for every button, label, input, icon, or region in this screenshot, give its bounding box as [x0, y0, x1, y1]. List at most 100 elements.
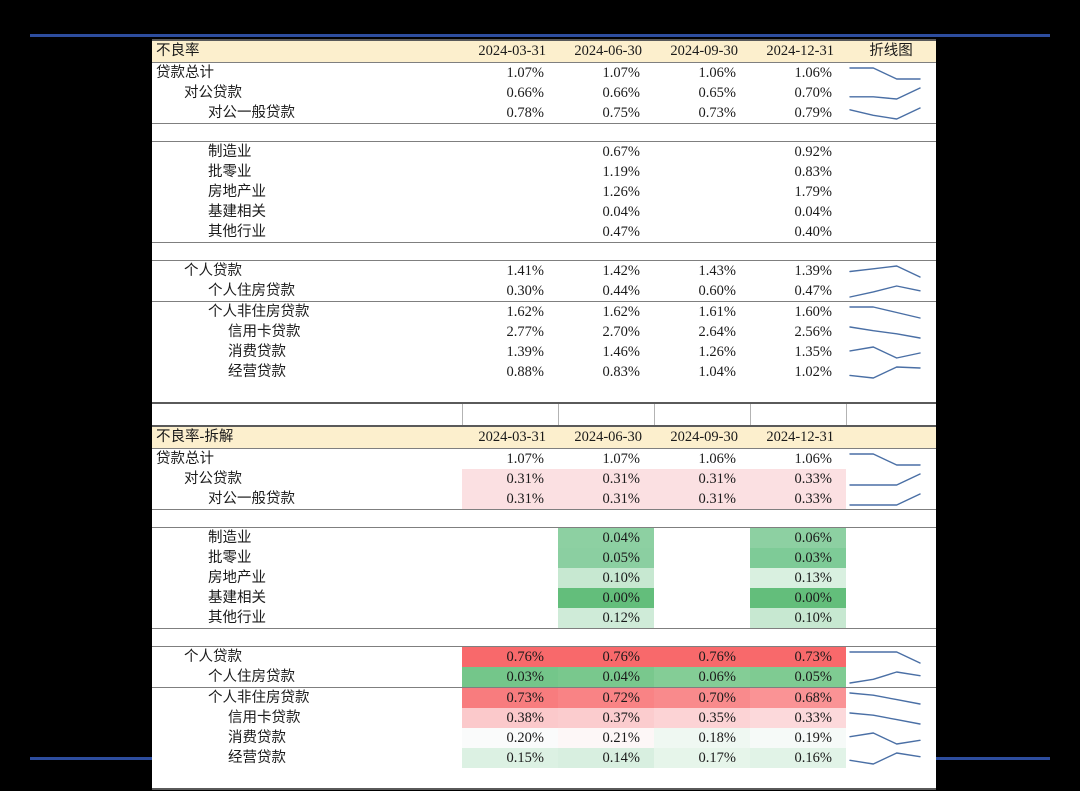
table1-cell: 0.47% — [794, 282, 832, 299]
table1-title: 不良率 — [152, 40, 462, 63]
table-row[interactable]: 制造业 0.67% 0.92% — [152, 142, 936, 163]
table1-cell — [654, 182, 750, 202]
table1-cell: 1.79% — [794, 183, 832, 200]
table2-spark-header — [846, 426, 936, 449]
table1-row-label: 个人住房贷款 — [208, 282, 295, 299]
table-row[interactable]: 对公一般贷款 0.31% 0.31% 0.31% 0.33% — [152, 489, 936, 510]
table2-cell: 0.03% — [750, 548, 846, 568]
table2-sparkline — [846, 469, 936, 489]
table1-cell: 0.67% — [602, 143, 640, 160]
table2-cell: 0.38% — [462, 708, 558, 728]
table1-cell: 2.56% — [794, 323, 832, 340]
table2-cell: 0.31% — [654, 489, 750, 510]
table2-cell — [654, 548, 750, 568]
table1-cell: 0.73% — [698, 104, 736, 121]
spacer-cell — [152, 124, 936, 142]
table2-cell: 0.37% — [558, 708, 654, 728]
table-row[interactable]: 个人非住房贷款 0.73% 0.72% 0.70% 0.68% — [152, 687, 936, 708]
table1-column-header-2: 2024-06-30 — [558, 40, 654, 63]
table2-cell: 0.10% — [558, 568, 654, 588]
table2-sparkline — [846, 728, 936, 748]
table1-cell: 1.46% — [602, 343, 640, 360]
table1-row-label: 对公贷款 — [184, 84, 242, 101]
table-row[interactable]: 经营贷款 0.88% 0.83% 1.04% 1.02% — [152, 362, 936, 382]
table-row[interactable]: 消费贷款 0.20% 0.21% 0.18% 0.19% — [152, 728, 936, 748]
table2-cell — [462, 588, 558, 608]
table1-cell: 2.77% — [506, 323, 544, 340]
spacer-cell — [152, 243, 936, 261]
table-row[interactable]: 经营贷款 0.15% 0.14% 0.17% 0.16% — [152, 748, 936, 768]
table1-cell: 2.64% — [698, 323, 736, 340]
table1-row-label: 其他行业 — [208, 223, 266, 240]
table-row[interactable]: 贷款总计 1.07% 1.07% 1.06% 1.06% — [152, 449, 936, 470]
table-row[interactable]: 信用卡贷款 2.77% 2.70% 2.64% 2.56% — [152, 322, 936, 342]
table2-row-label: 制造业 — [208, 529, 252, 546]
table-row[interactable]: 个人贷款 1.41% 1.42% 1.43% 1.39% — [152, 261, 936, 282]
table-row[interactable]: 基建相关 0.04% 0.04% — [152, 202, 936, 222]
table-row[interactable]: 批零业 0.05% 0.03% — [152, 548, 936, 568]
table2-cell: 1.07% — [602, 450, 640, 467]
tables-body: 不良率 2024-03-31 2024-06-30 2024-09-30 2024-12… — [152, 40, 936, 789]
table2-cell: 0.05% — [750, 667, 846, 688]
table2-cell: 0.05% — [558, 548, 654, 568]
table2-sparkline — [846, 647, 936, 668]
table-row[interactable]: 批零业 1.19% 0.83% — [152, 162, 936, 182]
table1-column-header-1: 2024-03-31 — [462, 40, 558, 63]
table-row[interactable]: 信用卡贷款 0.38% 0.37% 0.35% 0.33% — [152, 708, 936, 728]
table2-sparkline — [846, 588, 936, 608]
table1-sparkline — [846, 63, 936, 84]
table-row[interactable]: 基建相关 0.00% 0.00% — [152, 588, 936, 608]
table1-cell: 0.30% — [506, 282, 544, 299]
table2-cell: 0.73% — [462, 687, 558, 708]
table1-header-row: 不良率 2024-03-31 2024-06-30 2024-09-30 2024-12… — [152, 40, 936, 63]
table-row[interactable]: 对公贷款 0.31% 0.31% 0.31% 0.33% — [152, 469, 936, 489]
table1-cell — [462, 142, 558, 163]
table2-bottom-rule-row — [152, 768, 936, 789]
table1-cell: 1.62% — [506, 303, 544, 320]
table2-cell: 0.19% — [750, 728, 846, 748]
spacer-cell — [152, 629, 936, 647]
table1-cell — [462, 182, 558, 202]
table1-sparkline — [846, 182, 936, 202]
table-row[interactable]: 个人非住房贷款 1.62% 1.62% 1.61% 1.60% — [152, 301, 936, 323]
table1-cell — [654, 162, 750, 182]
table2-sparkline — [846, 708, 936, 728]
table1-row-label: 消费贷款 — [228, 343, 286, 360]
table2-cell: 0.21% — [558, 728, 654, 748]
table-row[interactable]: 制造业 0.04% 0.06% — [152, 527, 936, 549]
table-row[interactable]: 房地产业 1.26% 1.79% — [152, 182, 936, 202]
table2-cell — [462, 528, 558, 549]
table1-cell: 1.07% — [602, 64, 640, 81]
table2-cell: 0.76% — [462, 646, 558, 667]
table1-sparkline — [846, 83, 936, 103]
table-row[interactable]: 贷款总计 1.07% 1.07% 1.06% 1.06% — [152, 63, 936, 84]
table2-cell — [654, 588, 750, 608]
table-row[interactable]: 个人住房贷款 0.30% 0.44% 0.60% 0.47% — [152, 281, 936, 302]
table2-sparkline — [846, 568, 936, 588]
table-row[interactable]: 对公一般贷款 0.78% 0.75% 0.73% 0.79% — [152, 103, 936, 124]
table-row[interactable]: 其他行业 0.47% 0.40% — [152, 222, 936, 243]
table1-cell: 0.83% — [794, 163, 832, 180]
table1-cell: 0.66% — [602, 84, 640, 101]
table2-row-label: 个人贷款 — [184, 648, 242, 665]
table-row[interactable]: 房地产业 0.10% 0.13% — [152, 568, 936, 588]
table1-row-label: 房地产业 — [208, 183, 266, 200]
table1-row-label: 个人非住房贷款 — [208, 303, 310, 320]
table2-cell: 0.68% — [750, 687, 846, 708]
table1-cell: 1.39% — [506, 343, 544, 360]
table1-cell: 0.47% — [602, 223, 640, 240]
table1-cell: 1.06% — [794, 64, 832, 81]
table2-header-row: 不良率-拆解 2024-03-31 2024-06-30 2024-09-30 2024… — [152, 426, 936, 449]
table-row[interactable]: 个人贷款 0.76% 0.76% 0.76% 0.73% — [152, 646, 936, 668]
table2-cell: 0.12% — [558, 608, 654, 629]
table-row[interactable]: 其他行业 0.12% 0.10% — [152, 608, 936, 629]
table1-spacer-row — [152, 242, 936, 261]
table1-cell: 1.02% — [794, 363, 832, 380]
table-row[interactable]: 对公贷款 0.66% 0.66% 0.65% 0.70% — [152, 83, 936, 103]
table2-row-label: 个人住房贷款 — [208, 668, 295, 685]
table1-cell: 0.04% — [602, 203, 640, 220]
table2-cell — [654, 568, 750, 588]
table-row[interactable]: 个人住房贷款 0.03% 0.04% 0.06% 0.05% — [152, 667, 936, 688]
table-row[interactable]: 消费贷款 1.39% 1.46% 1.26% 1.35% — [152, 342, 936, 362]
table2-row-label: 经营贷款 — [228, 749, 286, 766]
